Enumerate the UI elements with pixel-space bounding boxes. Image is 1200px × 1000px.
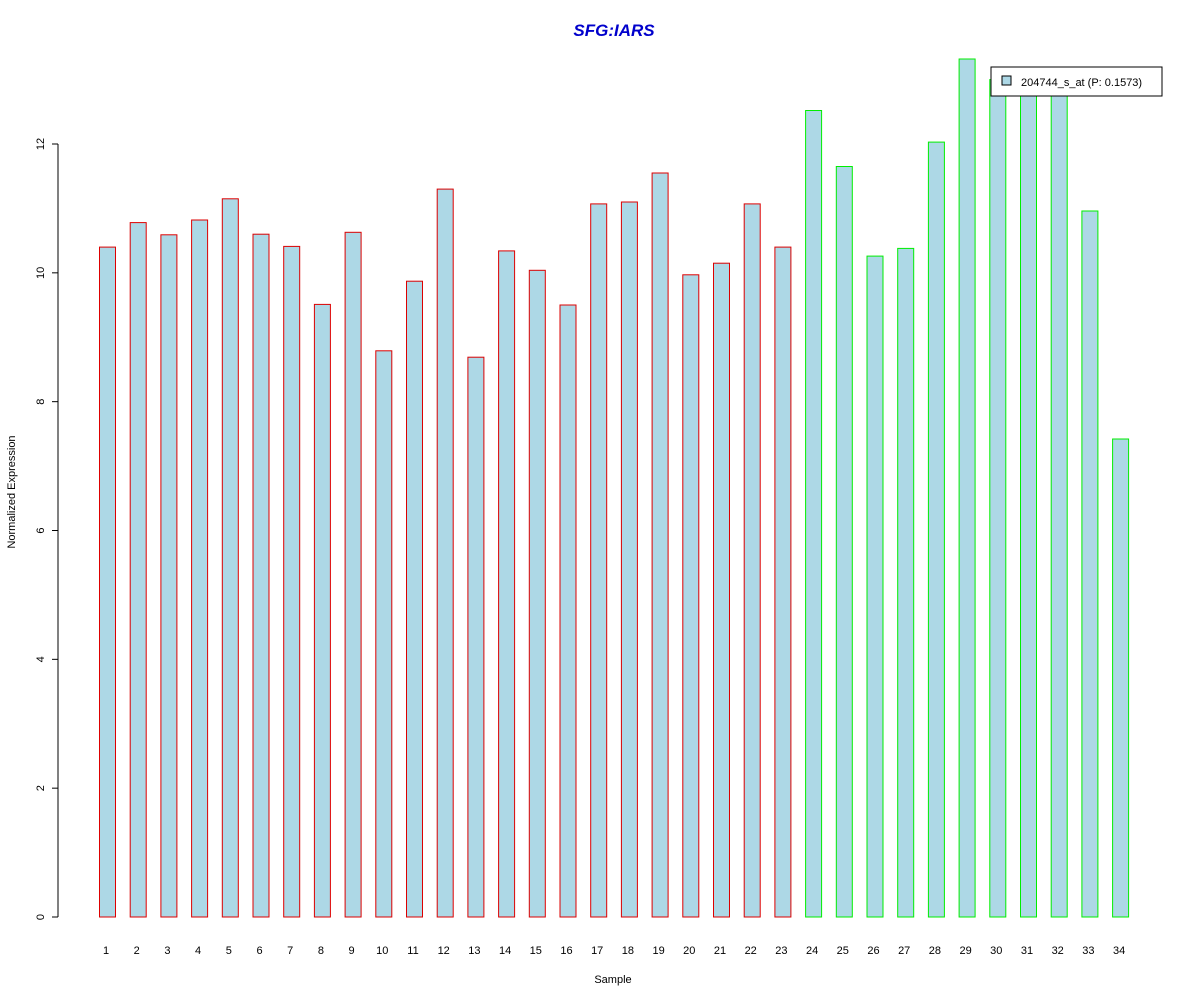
bar [1050, 79, 1068, 918]
y-axis: 0 2 4 6 8 10 12 [35, 138, 59, 920]
x-tick-label: 8 [318, 945, 324, 957]
bar [620, 201, 638, 918]
x-tick-label: 29 [959, 945, 971, 957]
bar [221, 198, 239, 918]
y-tick-label: 0 [35, 914, 47, 920]
bar [1112, 438, 1130, 918]
x-tick-label: 4 [195, 945, 201, 957]
x-tick-label: 24 [806, 945, 818, 957]
x-tick-label: 23 [775, 945, 787, 957]
legend: 204744_s_at (P: 0.1573) [990, 66, 1163, 97]
x-tick-label: 2 [134, 945, 140, 957]
x-tick-label: 31 [1021, 945, 1033, 957]
bar [129, 222, 147, 918]
x-tick-label: 22 [745, 945, 757, 957]
x-tick-label: 27 [898, 945, 910, 957]
bar [774, 246, 792, 918]
x-tick-label: 18 [622, 945, 634, 957]
bar [375, 350, 393, 918]
x-tick-label: 7 [287, 945, 293, 957]
y-tick-label: 10 [35, 267, 47, 279]
x-tick-label: 10 [376, 945, 388, 957]
bar [313, 303, 331, 918]
legend-box [990, 66, 1163, 97]
bar [1020, 79, 1037, 918]
x-tick-label: 25 [837, 945, 849, 957]
x-tick-label: 32 [1052, 945, 1064, 957]
x-tick-label: 14 [499, 945, 511, 957]
bar [99, 246, 116, 918]
x-axis-label: Sample [594, 974, 631, 986]
bar [344, 231, 362, 918]
bar [713, 262, 730, 918]
bar [467, 356, 485, 918]
y-tick-label: 2 [35, 785, 47, 791]
y-tick-label: 8 [35, 399, 47, 405]
chart-title: SFG:IARS [573, 21, 655, 40]
x-tick-label: 6 [256, 945, 262, 957]
bar [989, 79, 1007, 918]
legend-label: 204744_s_at (P: 0.1573) [1021, 77, 1142, 89]
y-tick-label: 6 [35, 527, 47, 533]
x-tick-label: 16 [560, 945, 572, 957]
bar [436, 188, 454, 918]
bar [927, 141, 945, 918]
bar [160, 234, 178, 918]
legend-swatch [1001, 75, 1012, 86]
bar [406, 280, 423, 918]
x-tick-label: 30 [990, 945, 1002, 957]
x-tick-label: 33 [1082, 945, 1094, 957]
bar [682, 274, 700, 918]
x-tick-label: 21 [714, 945, 726, 957]
x-tick-label: 12 [438, 945, 450, 957]
x-tick-labels: 1 2 3 4 5 6 7 8 9 10 11 12 13 14 15 16 17 18 19 20 21 22 23 24 2… [103, 945, 1125, 957]
bar [528, 269, 546, 918]
x-tick-label: 15 [530, 945, 542, 957]
bar [651, 172, 669, 918]
bar [590, 203, 608, 918]
bar [743, 203, 761, 918]
x-tick-label: 28 [929, 945, 941, 957]
x-tick-label: 9 [349, 945, 355, 957]
bar [191, 219, 209, 918]
bar [283, 245, 301, 918]
bar [559, 304, 577, 918]
bars [99, 58, 1130, 918]
bar [1081, 210, 1099, 918]
bar [866, 255, 884, 918]
x-tick-label: 20 [683, 945, 695, 957]
x-tick-label: 11 [407, 945, 418, 957]
x-tick-label: 34 [1113, 945, 1125, 957]
bar [805, 110, 823, 918]
y-tick-label: 4 [35, 656, 47, 662]
y-tick-label: 12 [35, 138, 47, 150]
x-tick-label: 1 [103, 945, 109, 957]
x-tick-label: 19 [652, 945, 664, 957]
bar [958, 58, 976, 918]
bar [498, 250, 516, 918]
x-tick-label: 17 [591, 945, 603, 957]
x-tick-label: 3 [164, 945, 170, 957]
x-tick-label: 26 [867, 945, 879, 957]
bar [897, 247, 915, 918]
bar [835, 166, 853, 918]
y-axis-label: Normalized Expression [6, 435, 18, 548]
x-tick-label: 13 [468, 945, 480, 957]
x-tick-label: 5 [226, 945, 232, 957]
bar [252, 233, 270, 918]
